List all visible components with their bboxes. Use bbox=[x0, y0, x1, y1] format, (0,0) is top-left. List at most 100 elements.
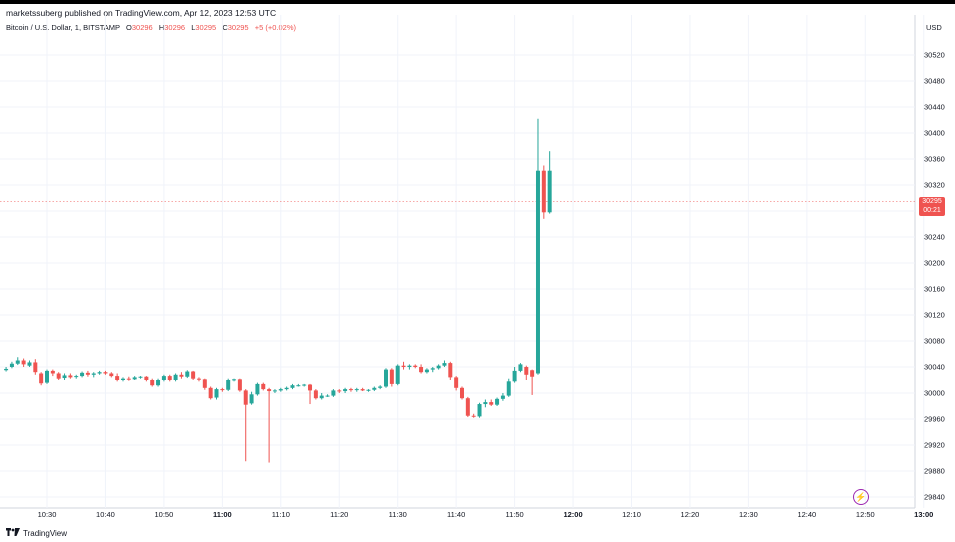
candle-body bbox=[442, 363, 447, 366]
y-tick-label: 30080 bbox=[924, 337, 945, 346]
y-tick-label: 30320 bbox=[924, 181, 945, 190]
candle bbox=[500, 393, 505, 401]
candle bbox=[21, 358, 26, 367]
candle-body bbox=[331, 390, 336, 396]
lightning-icon[interactable]: ⚡ bbox=[853, 489, 869, 505]
candle-body bbox=[226, 380, 231, 390]
candle-body bbox=[50, 370, 55, 374]
candle-body bbox=[454, 377, 459, 388]
candle-body bbox=[512, 370, 517, 382]
candle-body bbox=[126, 378, 131, 380]
candle bbox=[109, 372, 114, 378]
x-tick-label: 11:10 bbox=[272, 510, 290, 519]
x-tick-label: 12:10 bbox=[622, 510, 641, 519]
candle-body bbox=[319, 395, 324, 399]
candle bbox=[39, 372, 44, 386]
open-label: O bbox=[126, 23, 132, 32]
candle bbox=[156, 378, 161, 387]
tradingview-logo-icon bbox=[6, 528, 20, 539]
candle-body bbox=[103, 372, 108, 374]
candle bbox=[331, 389, 336, 397]
candle-body bbox=[413, 365, 418, 367]
x-tick-label: 11:00 bbox=[213, 510, 232, 519]
candle bbox=[138, 376, 143, 379]
candle-body bbox=[45, 370, 49, 383]
candle bbox=[196, 377, 201, 382]
candle bbox=[272, 389, 277, 393]
candle bbox=[424, 368, 429, 374]
candle bbox=[419, 364, 424, 374]
candle bbox=[120, 377, 125, 382]
candle-body bbox=[255, 383, 260, 395]
candle bbox=[337, 389, 342, 393]
candle bbox=[144, 376, 149, 382]
ohlc-legend: Bitcoin / U.S. Dollar, 1, BITSTAMP O3029… bbox=[6, 23, 296, 32]
candle-body bbox=[249, 394, 254, 404]
y-tick-label: 30040 bbox=[924, 363, 945, 372]
candle-body bbox=[348, 389, 353, 391]
bar-countdown: 00:21 bbox=[923, 207, 941, 214]
candle-body bbox=[372, 387, 377, 390]
footer-brand: TradingView bbox=[23, 529, 68, 538]
candle bbox=[325, 394, 330, 397]
candle-body bbox=[144, 376, 149, 380]
candle-body bbox=[150, 380, 155, 386]
candle-body bbox=[232, 379, 237, 381]
candle-body bbox=[179, 374, 184, 377]
candle bbox=[56, 372, 61, 380]
candle-body bbox=[395, 365, 400, 384]
y-tick-label: 29840 bbox=[924, 493, 945, 502]
candle bbox=[97, 370, 102, 375]
candle bbox=[132, 376, 137, 380]
candle-body bbox=[354, 389, 359, 391]
candle-body bbox=[430, 368, 435, 370]
x-tick-label: 11:20 bbox=[330, 510, 348, 519]
top-border bbox=[0, 0, 955, 4]
candle-body bbox=[85, 372, 90, 375]
candle-body bbox=[284, 387, 289, 390]
candle bbox=[541, 165, 546, 219]
x-tick-label: 10:30 bbox=[38, 510, 57, 519]
candle bbox=[366, 389, 371, 392]
candle-body bbox=[477, 404, 482, 417]
candle bbox=[243, 389, 248, 462]
x-tick-label: 12:30 bbox=[739, 510, 758, 519]
candle-body bbox=[465, 398, 470, 416]
candle-body bbox=[278, 389, 283, 391]
candle bbox=[395, 364, 400, 386]
candle bbox=[454, 376, 459, 391]
symbol-name: Bitcoin / U.S. Dollar, 1, BITSTAMP bbox=[6, 23, 120, 32]
candle bbox=[354, 387, 359, 392]
candle bbox=[126, 376, 131, 381]
candle bbox=[33, 359, 38, 375]
candle bbox=[202, 378, 207, 390]
open-value: 30296 bbox=[131, 23, 153, 32]
low-value: 30295 bbox=[195, 23, 217, 32]
candle-body bbox=[261, 383, 266, 390]
close-value: 30295 bbox=[227, 23, 249, 32]
candle bbox=[535, 118, 540, 375]
candle-body bbox=[337, 390, 342, 392]
candle-body bbox=[21, 360, 26, 365]
candle-body bbox=[524, 367, 529, 375]
candle bbox=[91, 372, 96, 378]
candle-body bbox=[68, 375, 73, 378]
x-tick-label: 11:50 bbox=[505, 510, 523, 519]
candle-body bbox=[214, 389, 219, 398]
candle-body bbox=[56, 373, 61, 379]
candle-body bbox=[220, 389, 225, 391]
candle bbox=[278, 387, 283, 392]
candle-body bbox=[495, 398, 500, 405]
candle bbox=[547, 151, 552, 214]
candle-body bbox=[4, 368, 9, 371]
candle-body bbox=[191, 371, 196, 379]
candle bbox=[68, 373, 73, 379]
candle bbox=[85, 370, 90, 377]
candle-body bbox=[109, 373, 114, 377]
y-tick-label: 29880 bbox=[924, 467, 945, 476]
candle bbox=[9, 361, 14, 369]
candle-body bbox=[500, 395, 505, 399]
candle-body bbox=[459, 387, 464, 399]
candle bbox=[208, 386, 213, 400]
